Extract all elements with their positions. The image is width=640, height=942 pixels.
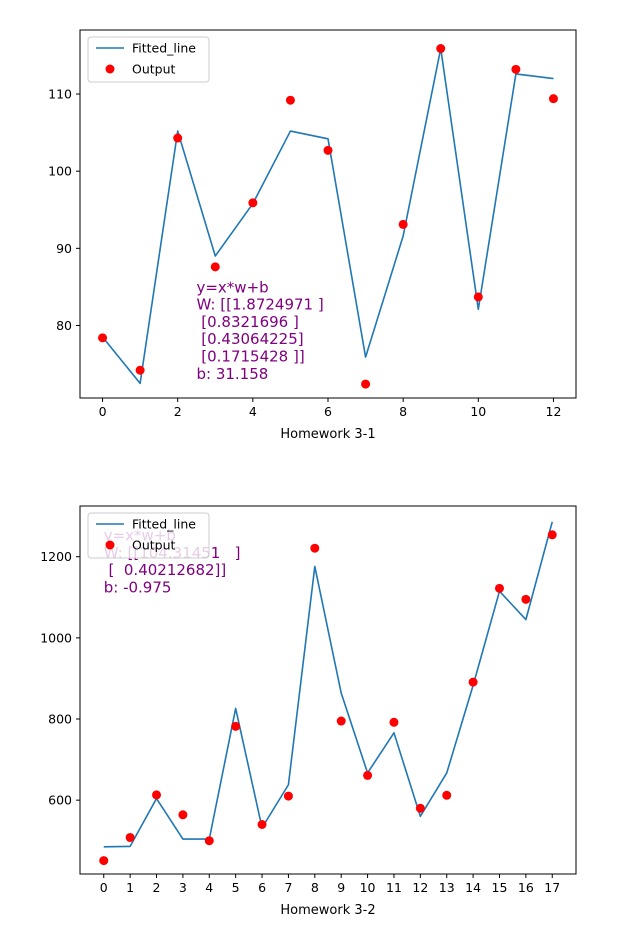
- data-point-output: [323, 145, 333, 155]
- x-tick-label: 10: [360, 880, 376, 895]
- data-point-output: [99, 856, 109, 866]
- x-tick-label: 4: [249, 404, 257, 419]
- annotation-line: [0.43064225]: [196, 330, 303, 348]
- data-point-output: [442, 790, 452, 800]
- data-point-output: [152, 790, 162, 800]
- x-tick-label: 8: [311, 880, 319, 895]
- legend-label-fitted-line: Fitted_line: [132, 517, 196, 532]
- annotation-line: [0.1715428 ]]: [196, 348, 304, 366]
- data-point-output: [135, 365, 145, 375]
- data-point-output: [231, 721, 241, 731]
- data-point-output: [98, 333, 108, 343]
- x-axis-label: Homework 3-2: [280, 903, 375, 918]
- data-point-output: [494, 583, 504, 593]
- x-tick-label: 17: [544, 880, 560, 895]
- x-tick-label: 12: [412, 880, 428, 895]
- x-tick-label: 7: [284, 880, 292, 895]
- data-point-output: [210, 262, 220, 272]
- data-point-output: [363, 770, 373, 780]
- legend-label-fitted-line: Fitted_line: [132, 41, 196, 56]
- y-tick-label: 80: [56, 318, 72, 333]
- data-point-output: [521, 594, 531, 604]
- y-tick-label: 110: [48, 87, 72, 102]
- data-point-output: [204, 836, 214, 846]
- x-tick-label: 12: [546, 404, 562, 419]
- x-tick-label: 6: [258, 880, 266, 895]
- data-point-output: [361, 379, 371, 389]
- legend-label-output: Output: [132, 538, 176, 553]
- x-tick-label: 11: [386, 880, 402, 895]
- x-tick-label: 13: [439, 880, 455, 895]
- legend-marker-swatch: [105, 64, 115, 74]
- x-tick-label: 0: [99, 404, 107, 419]
- annotation-line: b: 31.158: [196, 365, 268, 383]
- series-line-fitted-line: [103, 521, 554, 848]
- x-tick-label: 16: [518, 880, 534, 895]
- x-tick-label: 15: [492, 880, 508, 895]
- data-point-output: [415, 803, 425, 813]
- chart-homework-3-1: 0 2 4 6 8 10 12 80 90 100 110 Homework 3-1 y=x*w+b W:…: [48, 29, 577, 442]
- plot-frame: [79, 505, 577, 875]
- data-point-output: [468, 677, 478, 687]
- data-point-output: [310, 543, 320, 553]
- data-point-output: [285, 95, 295, 105]
- x-tick-label: 2: [174, 404, 182, 419]
- x-tick-label: 10: [470, 404, 486, 419]
- data-point-output: [389, 717, 399, 727]
- data-point-output: [125, 832, 135, 842]
- x-tick-label: 0: [100, 880, 108, 895]
- data-point-output: [336, 716, 346, 726]
- data-point-output: [511, 64, 521, 74]
- chart-homework-3-2: 0 1 2 3 4 5 6 7 8 9 10 11 12 13 14 15 16 1760080010001200…: [40, 505, 577, 918]
- x-tick-label: 14: [465, 880, 481, 895]
- y-tick-label: 1200: [40, 549, 72, 564]
- data-point-output: [257, 820, 267, 830]
- x-tick-label: 8: [399, 404, 407, 419]
- x-tick-label: 9: [337, 880, 345, 895]
- y-tick-label: 1000: [40, 630, 72, 645]
- data-point-output: [283, 791, 293, 801]
- data-point-output: [398, 219, 408, 229]
- annotation-line: b: -0.975: [104, 578, 172, 596]
- equation-annotation: y=x*w+b W: [[1.8724971 ] [0.8321696 ] [0.…: [196, 278, 323, 383]
- y-tick-label: 100: [48, 164, 72, 179]
- x-tick-label: 3: [179, 880, 187, 895]
- data-point-output: [548, 94, 558, 104]
- x-axis-label: Homework 3-1: [280, 427, 375, 442]
- data-point-output: [547, 530, 557, 540]
- y-tick-label: 90: [56, 241, 72, 256]
- y-tick-label: 600: [48, 793, 72, 808]
- x-tick-label: 6: [324, 404, 332, 419]
- annotation-line: y=x*w+b: [196, 278, 268, 296]
- data-point-output: [173, 133, 183, 143]
- legend-label-output: Output: [132, 62, 176, 77]
- series-line-fitted-line: [101, 47, 554, 385]
- data-point-output: [436, 44, 446, 54]
- x-tick-label: 4: [205, 880, 213, 895]
- data-point-output: [248, 198, 258, 208]
- annotation-line: W: [[1.8724971 ]: [196, 296, 323, 314]
- x-tick-label: 2: [153, 880, 161, 895]
- x-tick-label: 1: [126, 880, 134, 895]
- y-tick-label: 800: [48, 712, 72, 727]
- data-point-output: [178, 810, 188, 820]
- legend-marker-swatch: [105, 540, 115, 550]
- annotation-line: [0.8321696 ]: [196, 313, 298, 331]
- annotation-line: [ 0.40212682]]: [104, 561, 227, 579]
- data-point-output: [473, 292, 483, 302]
- x-tick-label: 5: [232, 880, 240, 895]
